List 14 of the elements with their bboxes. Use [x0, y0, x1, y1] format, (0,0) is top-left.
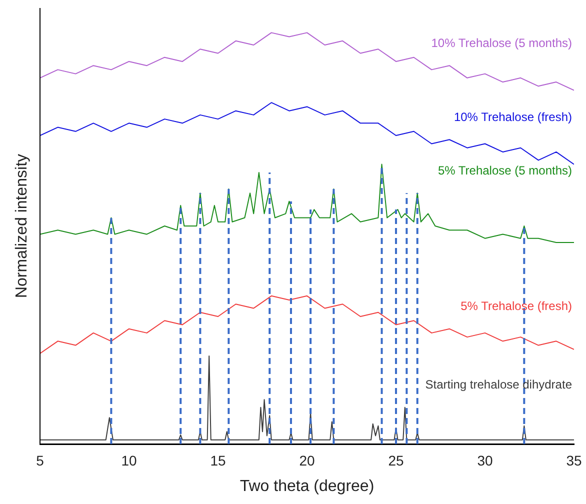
x-tick-label: 30 [477, 452, 493, 468]
x-axis-title: Two theta (degree) [240, 478, 374, 495]
x-tick-label: 5 [36, 452, 44, 468]
y-axis-title: Normalized intensity [13, 154, 30, 298]
series-label: 5% Trehalose (fresh) [460, 299, 572, 314]
x-tick-label: 20 [299, 452, 315, 468]
series-label: 10% Trehalose (fresh) [454, 110, 572, 124]
series-label: 10% Trehalose (5 months) [431, 36, 572, 50]
x-tick-label: 15 [210, 452, 226, 468]
text: Starting trehalose dihydrate [425, 378, 572, 392]
x-tick-label: 25 [388, 452, 404, 468]
text: 5% Trehalose (5 months) [438, 163, 572, 178]
x-tick-label: 35 [566, 452, 582, 468]
x-tick-label: 10 [121, 452, 137, 468]
